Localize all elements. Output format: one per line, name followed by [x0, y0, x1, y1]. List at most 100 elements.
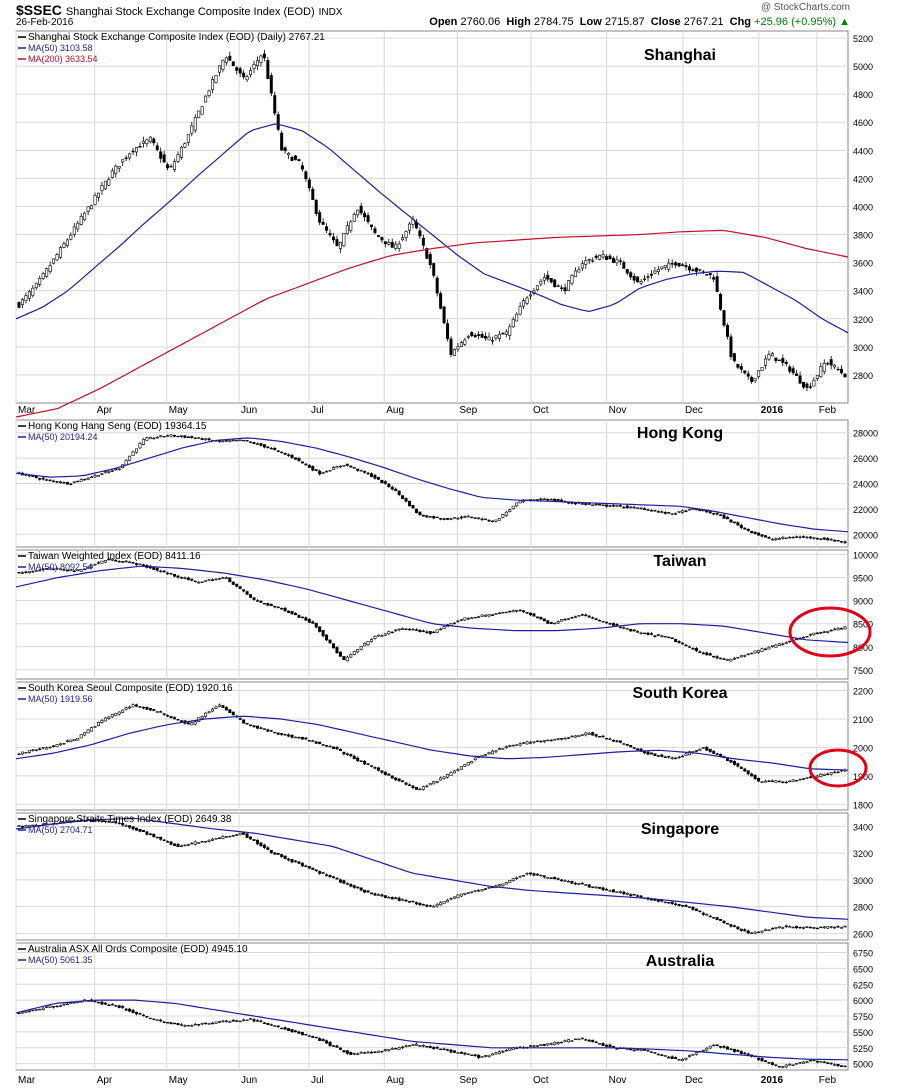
candle-body	[632, 506, 636, 509]
candle-body	[667, 512, 671, 514]
candle-body	[179, 146, 183, 158]
panel-shanghai: 2800 3000 3200 3400 3600 3800 4000 4200 4400 4600…	[15, 30, 873, 418]
candle-body	[55, 567, 59, 570]
candle-body	[674, 262, 678, 266]
candle-body	[418, 629, 422, 632]
candle-body	[705, 1047, 709, 1051]
candle-body	[304, 171, 308, 180]
candle-body	[269, 850, 273, 854]
candle-body	[235, 67, 239, 71]
candle-body	[829, 629, 833, 632]
candle-body	[760, 534, 764, 537]
ma50-line	[15, 817, 849, 920]
candle-body	[411, 628, 415, 631]
candle-body	[90, 476, 94, 478]
candle-body	[750, 530, 754, 534]
candle-body	[584, 503, 588, 505]
candle-body	[342, 232, 346, 247]
candle-body	[736, 763, 740, 767]
candle-body	[366, 472, 370, 475]
candle-body	[162, 435, 166, 438]
candle-body	[784, 537, 788, 539]
candle-body	[335, 877, 339, 880]
candle-body	[131, 562, 135, 564]
candle-body	[743, 655, 747, 657]
candle-body	[563, 287, 567, 292]
candle-body	[446, 899, 450, 903]
candle-body	[401, 495, 405, 499]
candle-body	[456, 517, 460, 520]
panel-frame	[15, 942, 849, 1071]
candle-body	[259, 1020, 263, 1023]
candle-body	[549, 739, 553, 742]
y-tick-label: 2000	[853, 743, 873, 753]
x-tick-label: May	[169, 405, 188, 416]
candle-body	[152, 567, 156, 570]
candle-body	[217, 65, 221, 73]
candle-body	[307, 866, 311, 869]
candle-body	[280, 132, 284, 151]
candle-body	[452, 622, 456, 625]
candle-body	[601, 887, 605, 891]
legend-price: South Korea Seoul Composite (EOD) 1920.1…	[28, 683, 233, 694]
candle-body	[408, 223, 412, 231]
candle-body	[211, 1022, 215, 1025]
candle-body	[729, 760, 733, 763]
candle-body	[677, 510, 681, 513]
candle-body	[829, 772, 833, 775]
candle-body	[494, 1052, 498, 1055]
candle-body	[539, 740, 543, 743]
candle-body	[546, 1043, 550, 1046]
y-tick-label: 2800	[853, 903, 873, 913]
candle-body	[591, 504, 595, 506]
candle-body	[342, 880, 346, 884]
candle-body	[328, 874, 332, 878]
candle-body	[245, 722, 249, 725]
candle-body	[525, 872, 529, 875]
candle-body	[31, 749, 35, 751]
candle-body	[580, 263, 584, 269]
candle-body	[442, 1048, 446, 1051]
candle-body	[293, 1030, 297, 1033]
candle-body	[90, 820, 94, 822]
candle-body	[394, 243, 398, 249]
candle-body	[162, 713, 166, 715]
candle-body	[414, 902, 418, 905]
candle-body	[103, 180, 107, 190]
candle-body	[795, 780, 799, 782]
chart-header: $SSEC Shanghai Stock Exchange Composite …	[0, 0, 900, 30]
y-tick-label: 3800	[853, 231, 873, 241]
candle-body	[48, 567, 52, 570]
candle-body	[148, 707, 152, 711]
candle-body	[135, 147, 139, 153]
y-tick-label: 3200	[853, 315, 873, 325]
candle-body	[570, 735, 574, 738]
candle-body	[750, 773, 754, 777]
candle-body	[639, 1049, 643, 1052]
candle-body	[643, 508, 647, 510]
candle-body	[221, 577, 225, 579]
candle-body	[833, 926, 837, 929]
candle-body	[34, 749, 38, 751]
candle-body	[401, 1046, 405, 1049]
panel-name-shanghai: Shanghai	[644, 47, 716, 64]
candle-body	[72, 226, 76, 235]
candle-body	[169, 1022, 173, 1025]
candle-body	[497, 1051, 501, 1054]
candle-body	[435, 277, 439, 294]
candle-body	[670, 637, 674, 640]
candle-body	[197, 437, 201, 439]
candle-body	[691, 1054, 695, 1056]
candle-body	[20, 826, 24, 828]
symbol-title: $SSEC Shanghai Stock Exchange Composite …	[16, 2, 342, 18]
candle-body	[211, 838, 215, 841]
candle-body	[456, 1052, 460, 1054]
candle-body	[753, 650, 757, 654]
candle-body	[387, 773, 391, 776]
candle-body	[629, 628, 633, 632]
candle-body	[456, 769, 460, 771]
candle-body	[618, 505, 622, 507]
candle-body	[822, 537, 826, 540]
candle-body	[107, 716, 111, 719]
candle-body	[224, 836, 228, 838]
